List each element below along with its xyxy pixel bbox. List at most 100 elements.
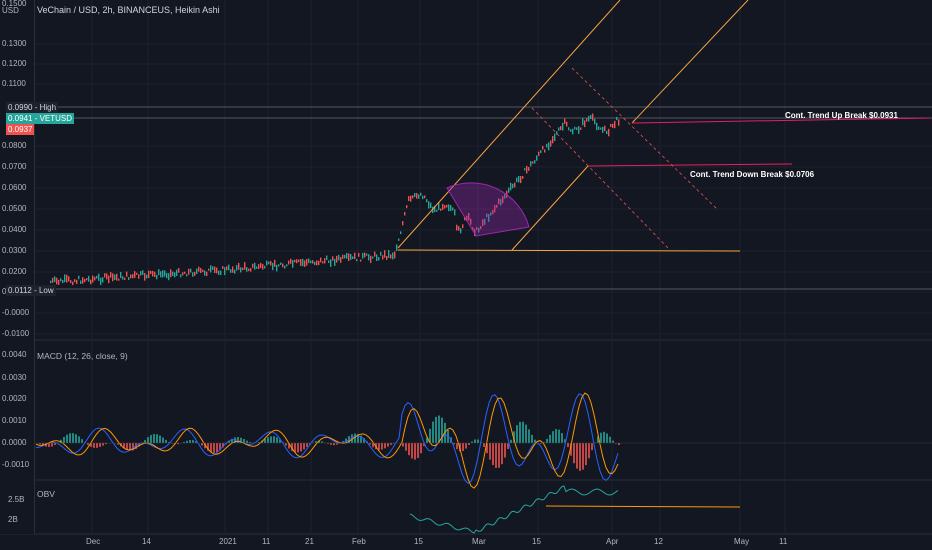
- time-tick: 15: [532, 537, 541, 546]
- macd-bar: [291, 443, 293, 451]
- macd-bar: [360, 435, 362, 443]
- candle: [66, 274, 68, 283]
- macd-bar: [144, 440, 146, 443]
- up-break-line: [631, 117, 931, 124]
- macd-bar: [276, 437, 278, 443]
- macd-bar: [417, 443, 419, 458]
- macd-bar: [495, 443, 497, 468]
- candle: [470, 218, 472, 225]
- candle: [224, 267, 226, 276]
- macd-tick: 0.0000: [2, 438, 27, 447]
- macd-bar: [555, 429, 557, 443]
- candle: [124, 277, 126, 280]
- macd-bar: [585, 443, 587, 466]
- price-axis[interactable]: 0.1500 USD: [0, 0, 35, 534]
- macd-bar: [54, 443, 56, 445]
- macd-bar: [162, 437, 164, 443]
- candle: [92, 275, 94, 283]
- candle: [482, 219, 484, 227]
- candle: [180, 274, 182, 278]
- macd-bar: [246, 440, 248, 443]
- candle: [414, 193, 416, 198]
- candle: [600, 127, 602, 130]
- candle: [570, 129, 572, 132]
- candle: [572, 128, 574, 135]
- macd-bar: [138, 443, 140, 447]
- macd-bar: [249, 442, 251, 443]
- candle: [304, 260, 306, 267]
- candle: [72, 281, 74, 286]
- price-tick: 0.0600: [2, 183, 27, 192]
- candle: [314, 261, 316, 266]
- candle: [230, 269, 232, 273]
- macd-bar: [453, 443, 455, 445]
- macd-bar: [60, 439, 62, 443]
- candle: [258, 264, 260, 270]
- macd-bar: [183, 441, 185, 443]
- macd-bar: [567, 443, 569, 448]
- candle: [58, 279, 60, 285]
- candle: [264, 265, 266, 269]
- candle: [202, 269, 204, 272]
- candle: [322, 261, 324, 264]
- macd-bar: [408, 443, 410, 456]
- macd-bar: [420, 443, 422, 454]
- candle: [96, 275, 98, 279]
- macd-bar: [597, 436, 599, 443]
- candle: [74, 279, 76, 283]
- candle: [390, 254, 392, 259]
- candle: [222, 266, 224, 269]
- candle: [302, 258, 304, 267]
- macd-bar: [381, 443, 383, 450]
- candle: [412, 195, 414, 199]
- candle: [300, 259, 302, 266]
- candle: [426, 199, 428, 203]
- candle: [218, 270, 220, 275]
- candle: [398, 238, 400, 241]
- macd-bar: [258, 442, 260, 443]
- macd-bar: [561, 433, 563, 443]
- time-tick: Mar: [472, 537, 486, 546]
- macd-bar: [390, 443, 392, 445]
- candle: [80, 280, 82, 284]
- candle: [172, 271, 174, 276]
- candle: [90, 279, 92, 285]
- candle: [164, 270, 166, 277]
- candle: [382, 255, 384, 260]
- price-axis-currency: USD: [2, 6, 19, 15]
- price-tick: 0.0700: [2, 162, 27, 171]
- candle: [198, 266, 200, 272]
- macd-bar: [546, 438, 548, 443]
- macd-bar: [279, 439, 281, 443]
- obv-tick: 2B: [8, 515, 18, 524]
- macd-bar: [153, 434, 155, 443]
- candle: [108, 275, 110, 284]
- candle: [328, 260, 330, 263]
- macd-bar: [285, 443, 287, 446]
- macd-bar: [504, 443, 506, 458]
- candle: [406, 205, 408, 209]
- candle: [86, 278, 88, 281]
- candle: [210, 265, 212, 273]
- candle: [196, 268, 198, 274]
- support-line: [397, 249, 741, 252]
- macd-bar: [426, 437, 428, 443]
- macd-bar: [75, 434, 77, 443]
- macd-bar: [99, 443, 101, 447]
- candle: [282, 263, 284, 268]
- candle: [68, 276, 70, 282]
- macd-bar: [192, 440, 194, 443]
- candle: [604, 125, 606, 132]
- macd-bar: [354, 433, 356, 443]
- low-tag: 0.0112 - Low: [6, 285, 56, 296]
- candle: [144, 273, 146, 281]
- macd-bar: [78, 436, 80, 443]
- candle: [502, 196, 504, 204]
- macd-bar: [501, 443, 503, 465]
- candle: [204, 270, 206, 276]
- candle: [346, 253, 348, 259]
- candle: [512, 183, 514, 189]
- candle: [312, 260, 314, 264]
